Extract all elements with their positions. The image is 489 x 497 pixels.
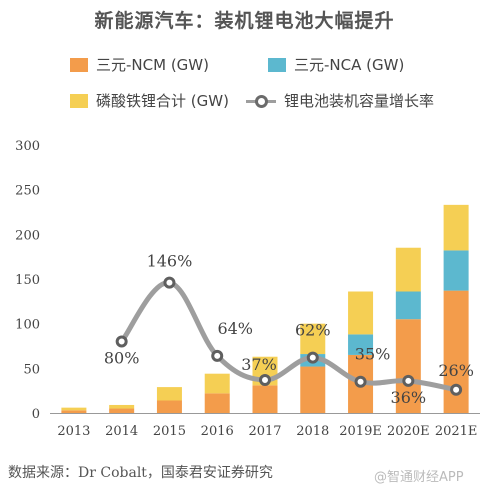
growth-point — [259, 373, 271, 386]
x-tick-label: 2018 — [296, 424, 329, 439]
bar-lfp — [443, 204, 469, 251]
x-tick-label: 2015 — [153, 424, 186, 439]
legend-item-growth: 锂电池装机容量增长率 — [246, 90, 434, 111]
bar-lfp — [61, 407, 87, 411]
bar-nca — [348, 334, 374, 355]
growth-label: 80% — [104, 349, 140, 368]
growth-point — [163, 276, 176, 289]
legend-swatch-nca — [268, 57, 286, 72]
legend-swatch-ncm — [70, 57, 88, 72]
legend-label-ncm: 三元-NCM (GW) — [96, 56, 209, 74]
legend: 三元-NCM (GW) 三元-NCA (GW) 磷酸铁锂合计 (GW) 锂电池装… — [0, 54, 489, 124]
bar-ncm — [61, 410, 87, 413]
y-tick-label: 200 — [15, 228, 40, 243]
chart-title: 新能源汽车：装机锂电池大幅提升 — [94, 10, 395, 32]
y-tick-label: 250 — [15, 184, 40, 199]
bar-ncm — [204, 393, 230, 413]
legend-item-nca: 三元-NCA (GW) — [268, 54, 404, 75]
bar-ncm — [395, 319, 421, 413]
x-tick-label: 2013 — [57, 424, 90, 439]
legend-item-ncm: 三元-NCM (GW) — [70, 54, 209, 75]
growth-label: 62% — [295, 321, 331, 340]
legend-label-nca: 三元-NCA (GW) — [294, 56, 405, 74]
x-tick-label: 2019E — [339, 424, 382, 439]
watermark: @智通财经APP — [374, 470, 464, 485]
growth-point — [402, 374, 415, 387]
source-note: 数据来源：Dr Cobalt，国泰君安证券研究 — [8, 465, 273, 481]
x-tick-label: 2021E — [435, 424, 478, 439]
bar-ncm — [252, 385, 278, 413]
x-tick-label: 2014 — [105, 424, 138, 439]
growth-point — [306, 351, 319, 364]
x-tick-label: 2020E — [387, 424, 430, 439]
growth-point — [211, 349, 224, 362]
bar-ncm — [300, 366, 326, 413]
bar-lfp — [395, 247, 421, 292]
growth-label: 35% — [355, 345, 391, 364]
x-tick-label: 2017 — [248, 424, 281, 439]
growth-label: 64% — [217, 319, 253, 338]
y-tick-label: 100 — [15, 318, 40, 333]
growth-point — [115, 335, 128, 348]
bar-lfp — [204, 373, 230, 394]
growth-point — [450, 383, 463, 396]
bar-lfp — [109, 404, 135, 409]
growth-label: 36% — [391, 388, 427, 407]
growth-label: 26% — [438, 361, 474, 380]
legend-item-lfp: 磷酸铁锂合计 (GW) — [70, 90, 229, 111]
legend-label-growth: 锂电池装机容量增长率 — [284, 92, 435, 110]
bar-lfp — [156, 387, 182, 401]
bar-nca — [443, 250, 469, 291]
x-tick-label: 2016 — [201, 424, 234, 439]
y-tick-label: 300 — [15, 139, 40, 154]
y-tick-label: 150 — [15, 273, 40, 288]
legend-swatch-lfp — [70, 93, 88, 108]
bar-ncm — [109, 408, 135, 413]
legend-label-lfp: 磷酸铁锂合计 (GW) — [96, 92, 229, 110]
growth-label: 37% — [241, 355, 277, 374]
bar-nca — [395, 291, 421, 320]
y-tick-label: 50 — [23, 362, 40, 377]
growth-label: 146% — [147, 252, 193, 271]
y-tick-label: 0 — [32, 407, 40, 422]
bar-lfp — [348, 291, 374, 335]
bar-lfp — [300, 323, 326, 355]
legend-line-marker-icon — [246, 94, 276, 108]
bar-ncm — [156, 400, 182, 413]
growth-point — [354, 375, 367, 388]
